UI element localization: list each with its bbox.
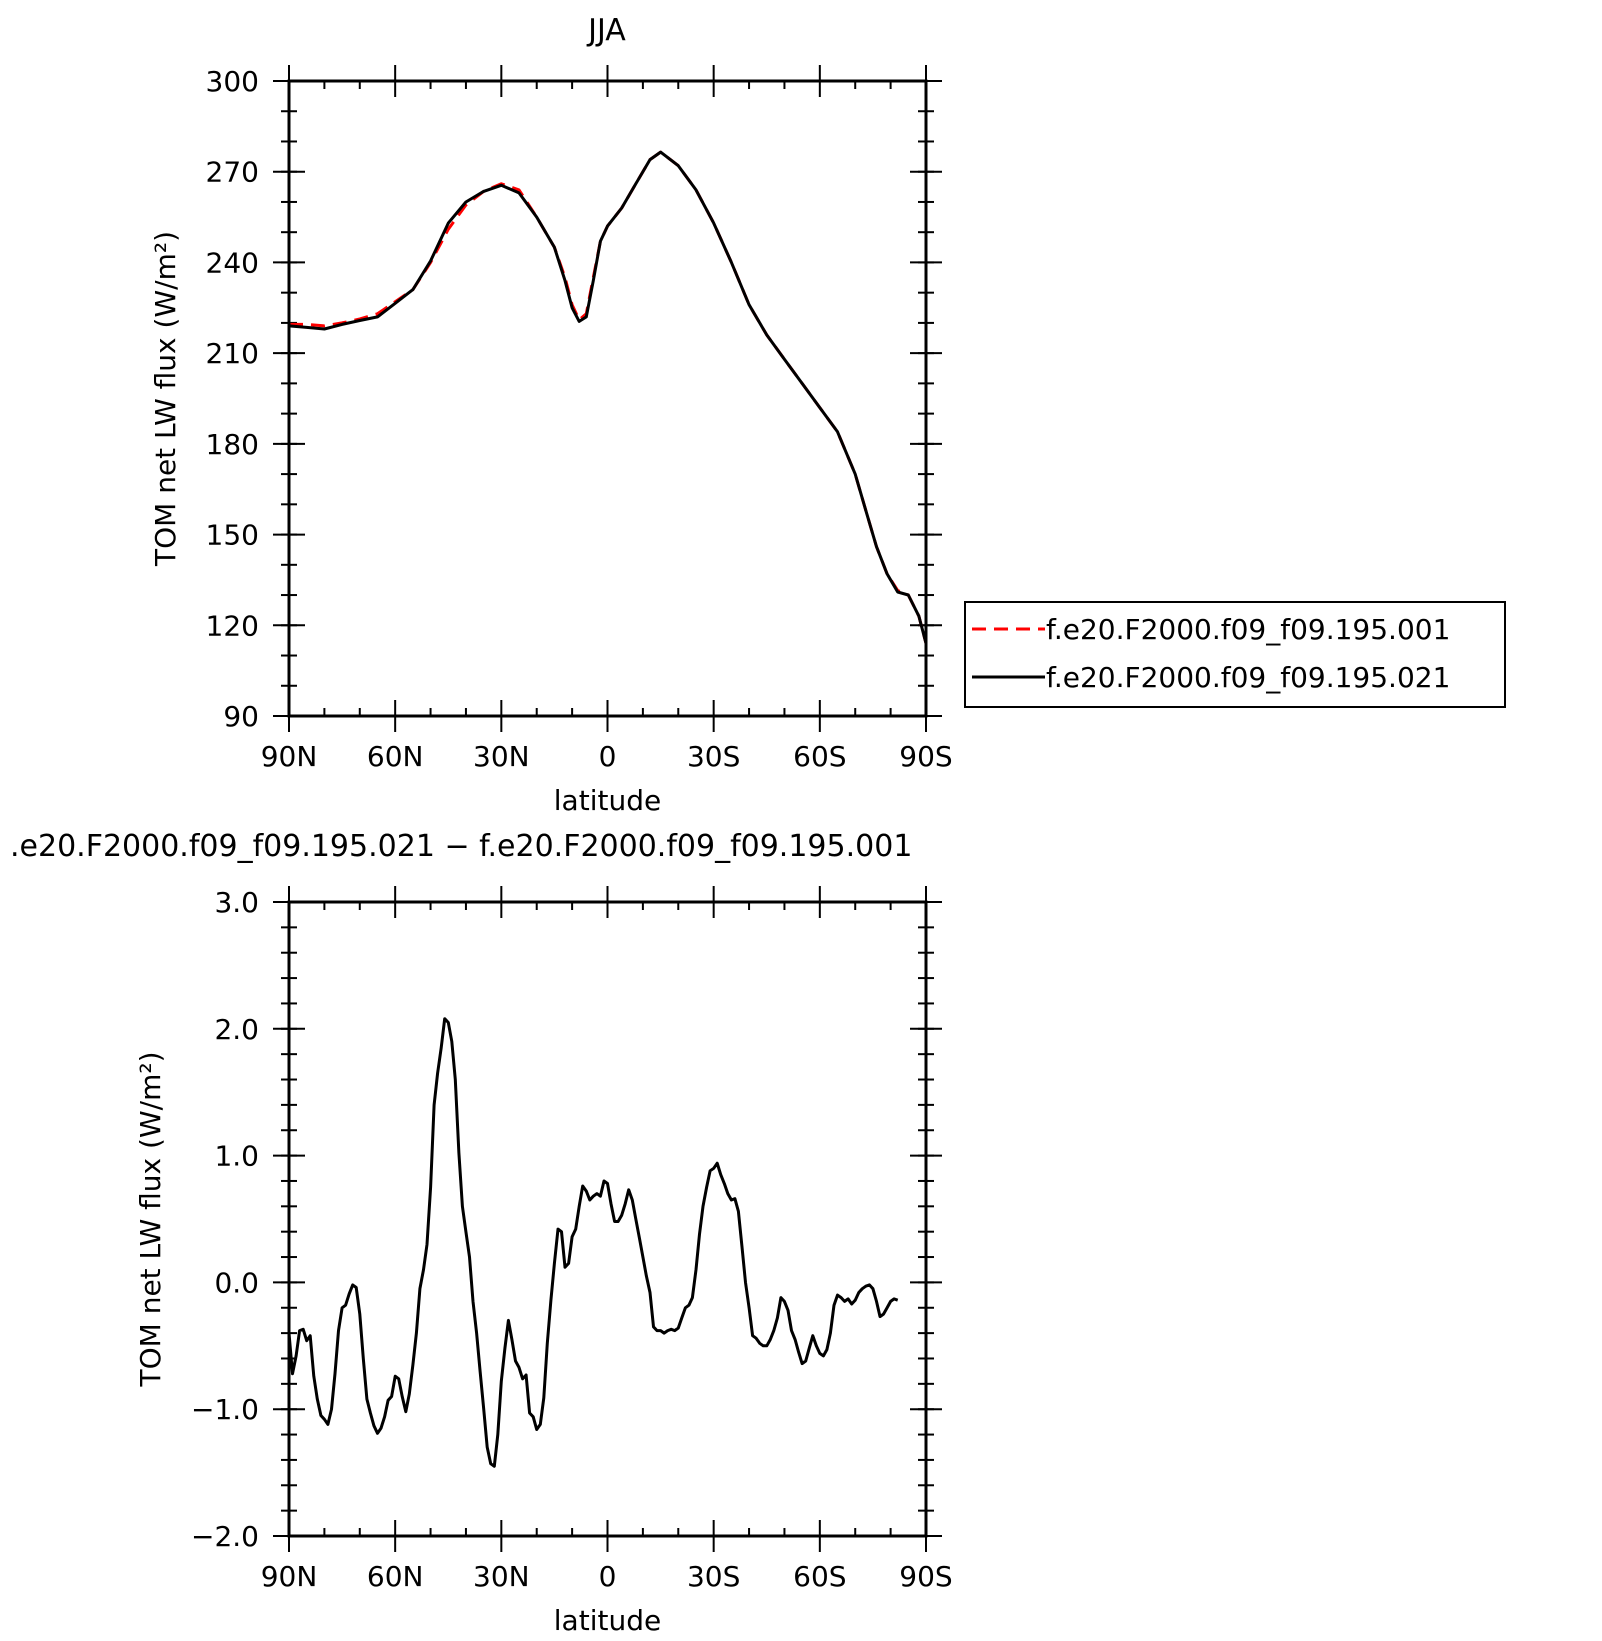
- y-tick-label: 2.0: [214, 1013, 259, 1046]
- y-tick-label: 150: [206, 519, 259, 552]
- y-tick-label: 270: [206, 156, 259, 189]
- y-tick-label: 1.0: [214, 1140, 259, 1173]
- y-tick-label: 90: [223, 700, 259, 733]
- y-tick-label: 120: [206, 609, 259, 642]
- plot-frame: [287, 900, 928, 1538]
- y-tick-label: 3.0: [214, 886, 259, 919]
- legend: f.e20.F2000.f09_f09.195.001 f.e20.F2000.f…: [964, 601, 1506, 708]
- x-tick-label: 0: [599, 1560, 617, 1593]
- x-tick-label: 90S: [899, 740, 952, 773]
- series-line-1: [287, 1017, 899, 1468]
- series-line-2: [288, 150, 928, 644]
- x-tick-label: 90N: [261, 740, 318, 773]
- y-tick-label: −1.0: [191, 1393, 259, 1426]
- x-tick-label: 0: [599, 740, 617, 773]
- x-tick-label: 60N: [367, 740, 424, 773]
- legend-label: f.e20.F2000.f09_f09.195.021: [1046, 661, 1450, 694]
- x-tick-label: 60S: [793, 1560, 846, 1593]
- chart-title: .e20.F2000.f09_f09.195.021 − f.e20.F2000…: [10, 829, 912, 864]
- x-axis-label: latitude: [554, 1604, 661, 1637]
- x-tick-label: 60N: [367, 1560, 424, 1593]
- y-tick-label: 180: [206, 428, 259, 461]
- y-tick-label: 300: [206, 65, 259, 98]
- x-tick-label: 30N: [473, 740, 530, 773]
- y-axis-label: TOM net LW flux (W/m²): [134, 1052, 167, 1388]
- x-axis-label: latitude: [554, 784, 661, 817]
- x-tick-label: 30S: [687, 740, 740, 773]
- y-axis-label: TOM net LW flux (W/m²): [149, 231, 182, 567]
- y-tick-label: 0.0: [214, 1266, 259, 1299]
- y-tick-label: 240: [206, 246, 259, 279]
- x-tick-label: 60S: [793, 740, 846, 773]
- chart-panel-2: .e20.F2000.f09_f09.195.021 − f.e20.F2000…: [10, 829, 953, 1637]
- legend-box: [964, 601, 1506, 708]
- chart-title: JJA: [586, 13, 626, 48]
- x-tick-label: 30N: [473, 1560, 530, 1593]
- legend-label: f.e20.F2000.f09_f09.195.001: [1046, 613, 1450, 646]
- x-tick-label: 30S: [687, 1560, 740, 1593]
- x-tick-label: 90N: [261, 1560, 318, 1593]
- x-tick-label: 90S: [899, 1560, 952, 1593]
- y-tick-label: −2.0: [191, 1520, 259, 1553]
- chart-panel-1: JJA 90N 60N 30N 0 30S 60S 90S 300 270 240 210 180 150…: [149, 13, 1506, 817]
- plot-frame: [287, 79, 928, 718]
- y-tick-label: 210: [206, 337, 259, 370]
